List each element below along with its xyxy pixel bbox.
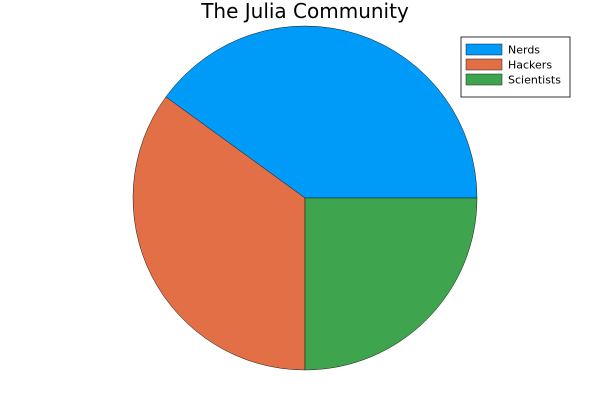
- legend-swatch-hackers: [465, 58, 503, 71]
- pie-slice-nerds: [165, 25, 478, 199]
- legend-label-nerds: Nerds: [508, 44, 540, 57]
- legend-swatch-nerds: [465, 43, 503, 56]
- legend-label-scientists: Scientists: [508, 74, 561, 87]
- pie-slice-hackers: [132, 96, 306, 371]
- chart-title: The Julia Community: [200, 0, 409, 23]
- legend-swatch-scientists: [465, 73, 503, 86]
- pie-slices: [132, 25, 478, 371]
- legend-label-hackers: Hackers: [508, 59, 552, 72]
- pie-slice-scientists: [304, 197, 478, 371]
- legend: Nerds Hackers Scientists: [460, 36, 571, 98]
